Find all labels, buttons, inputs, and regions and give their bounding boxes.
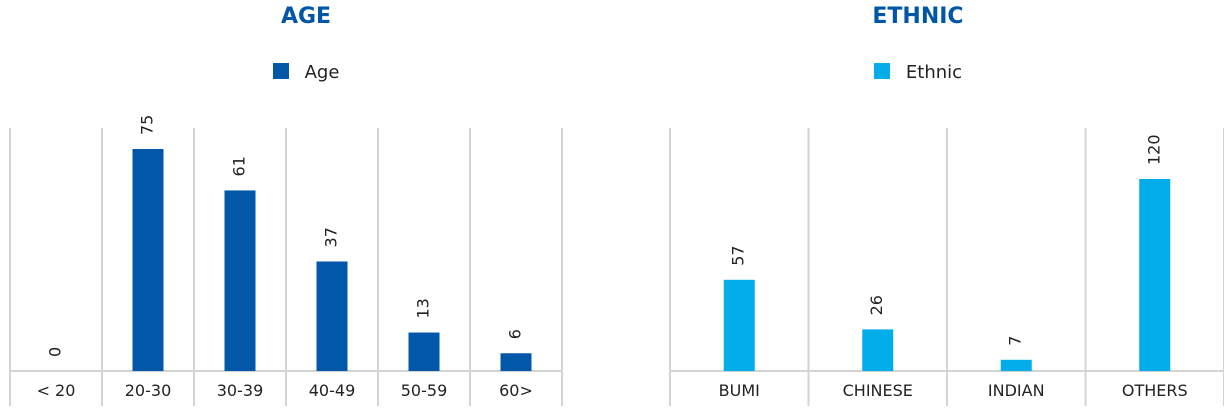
ethnic-data-label: 57 [729,245,748,265]
ethnic-legend-label: Ethnic [905,62,963,83]
age-category-label: 60> [499,381,533,400]
ethnic-data-label: 120 [1144,134,1163,165]
age-bar [132,149,164,371]
age-category-label: 30-39 [217,381,264,400]
ethnic-legend: Ethnic [612,62,1224,83]
ethnic-bar-chart: 57 BUMI 26 CHINESE 7 INDIAN 120 OTHERS [669,128,1224,406]
ethnic-bar [862,329,894,371]
age-category-label: 20-30 [125,381,172,400]
age-category-label: 50-59 [401,381,448,400]
age-bar [316,261,348,371]
age-data-label: 6 [506,329,525,339]
ethnic-category-label: BUMI [719,381,760,400]
age-bar [408,332,440,371]
ethnic-category-label: INDIAN [988,381,1045,400]
ethnic-bar [1139,179,1171,371]
age-data-label: 75 [138,115,157,135]
ethnic-data-label: 26 [867,295,886,315]
age-category-label: < 20 [37,381,76,400]
age-legend-label: Age [304,62,340,83]
age-bar [500,353,532,371]
ethnic-legend-swatch [873,63,890,79]
age-bar [224,190,256,371]
age-data-label: 0 [46,347,65,357]
ethnic-chart-panel: ETHNIC Ethnic 57 BUMI 26 CHINESE 7 INDIAN 120 O… [612,0,1224,412]
ethnic-category-label: CHINESE [843,381,913,400]
age-data-label: 37 [322,227,341,247]
ethnic-chart-title: ETHNIC [872,4,964,29]
ethnic-data-label: 7 [1006,336,1025,346]
ethnic-gridlines [669,128,1224,406]
age-data-label: 61 [230,156,249,176]
age-chart-title: AGE [280,4,332,29]
age-chart-panel: AGE Age 0 < 20 75 20-30 61 30-39 37 40-49 13 50-5… [0,4,612,406]
ethnic-category-label: OTHERS [1122,381,1188,400]
age-gridlines [9,128,563,406]
age-bar-chart: 0 < 20 75 20-30 61 30-39 37 40-49 13 50-59 6 60> [9,115,563,406]
age-category-label: 40-49 [309,381,356,400]
age-legend-swatch [272,63,289,79]
ethnic-bar [1000,359,1032,371]
age-legend: Age [0,62,612,83]
ethnic-bar [723,279,755,371]
age-data-label: 13 [414,298,433,318]
